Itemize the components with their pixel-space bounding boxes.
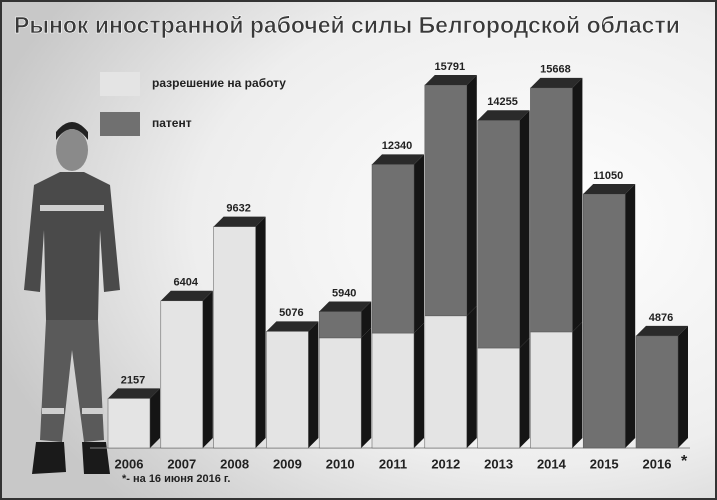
bar-top <box>636 325 688 336</box>
bar-segment <box>424 315 468 449</box>
value-label: 2157 <box>121 374 145 386</box>
bar-top <box>372 154 424 165</box>
bar-side <box>361 327 372 448</box>
category-note: * <box>681 453 688 470</box>
value-label: 15791 <box>435 61 466 73</box>
x-tick-label: 2012 <box>431 456 460 471</box>
value-label: 14255 <box>487 96 518 108</box>
bar-segment <box>371 164 415 334</box>
x-tick-label: 2013 <box>484 456 513 471</box>
bar-segment <box>266 331 309 449</box>
bar-segment <box>213 226 256 449</box>
bar-side <box>678 325 688 448</box>
x-tick-label: 2016 <box>643 456 672 471</box>
bar-segment <box>477 120 520 349</box>
bar-segment <box>477 347 520 449</box>
value-label: 6404 <box>174 277 199 289</box>
bar-side <box>572 321 583 448</box>
value-label: 11050 <box>593 170 623 182</box>
bar-side <box>150 388 160 448</box>
bar-segment <box>530 331 573 449</box>
value-label: 4876 <box>649 312 673 324</box>
x-tick-label: 2011 <box>379 456 407 471</box>
bar-side <box>466 75 477 316</box>
bar-segment <box>424 84 468 317</box>
x-tick-label: 2007 <box>167 456 196 471</box>
bar-side <box>572 77 583 332</box>
x-tick-label: 2015 <box>590 456 619 471</box>
x-tick-label: 2008 <box>220 456 249 471</box>
bar-top <box>477 110 530 121</box>
bar-side <box>361 301 372 338</box>
bar-segment <box>107 398 151 449</box>
bar-side <box>625 183 636 449</box>
x-tick-label: 2009 <box>273 456 302 471</box>
value-label: 9632 <box>226 202 250 214</box>
bar-top <box>108 388 160 399</box>
value-label: 12340 <box>382 140 413 152</box>
worker-figure <box>24 122 120 474</box>
bar-side <box>466 305 477 448</box>
bar-segment <box>635 335 679 449</box>
bar-top <box>266 321 319 332</box>
bar-side <box>202 290 213 448</box>
bar-side <box>414 154 424 334</box>
bar-side <box>414 323 424 448</box>
bar-side <box>308 321 319 448</box>
x-tick-label: 2014 <box>537 456 567 471</box>
bar-top <box>530 77 583 88</box>
chart-title: Рынок иностранной рабочей силы Белгородс… <box>14 12 680 38</box>
legend-label: патент <box>152 116 192 130</box>
x-tick-label: 2006 <box>115 456 144 471</box>
value-label: 5940 <box>332 287 356 299</box>
value-label: 15668 <box>540 64 571 76</box>
bar-side <box>255 216 266 448</box>
bar-top <box>319 301 372 312</box>
bar-top <box>424 75 477 85</box>
bar-top <box>583 183 636 194</box>
bar-segment <box>318 337 362 449</box>
bar-segment <box>371 332 415 449</box>
bar-segment <box>160 300 204 449</box>
footnote: *- на 16 июня 2016 г. <box>122 473 230 485</box>
bar-side <box>519 338 530 448</box>
bar-segment <box>582 193 626 449</box>
legend-swatch <box>100 72 140 96</box>
x-tick-label: 2010 <box>326 456 355 471</box>
bar-side <box>519 110 530 349</box>
legend-swatch <box>100 112 140 136</box>
value-label: 5076 <box>279 307 303 319</box>
bar-top <box>160 290 213 301</box>
bar-top <box>213 216 266 227</box>
bar-segment <box>530 87 573 333</box>
legend-label: разрешение на работу <box>152 76 286 90</box>
bar-segment <box>318 311 362 339</box>
